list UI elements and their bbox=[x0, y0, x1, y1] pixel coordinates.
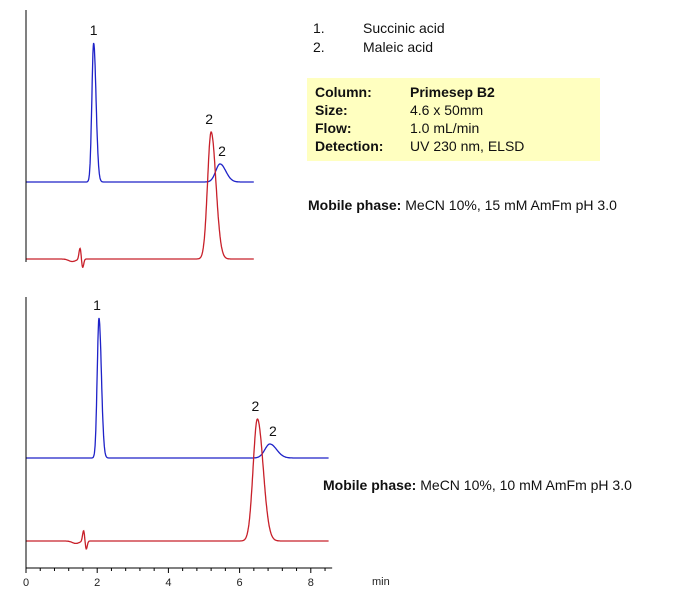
x-tick-label: 2 bbox=[94, 577, 100, 589]
x-tick-label: 8 bbox=[308, 577, 314, 589]
condition-row-flow: Flow: 1.0 mL/min bbox=[315, 119, 600, 137]
condition-label: Flow: bbox=[315, 120, 352, 136]
elsd-trace-bottom bbox=[26, 418, 329, 550]
peak-label: 2 bbox=[252, 398, 260, 414]
condition-value: 4.6 x 50mm bbox=[410, 102, 484, 118]
condition-row-size: Size: 4.6 x 50mm bbox=[315, 101, 600, 119]
peak-label: 1 bbox=[90, 22, 98, 38]
condition-label: Detection: bbox=[315, 138, 384, 154]
compound-legend-item: 2. Maleic acid bbox=[313, 38, 445, 57]
peak-label: 1 bbox=[93, 297, 101, 313]
mobile-phase-value: MeCN 10%, 15 mM AmFm pH 3.0 bbox=[405, 197, 617, 213]
peak-label: 2 bbox=[269, 423, 277, 439]
x-tick-label: 0 bbox=[23, 577, 29, 589]
condition-row-detection: Detection: UV 230 nm, ELSD bbox=[315, 137, 600, 155]
uv-trace-top bbox=[26, 42, 254, 183]
condition-value: 1.0 mL/min bbox=[410, 120, 480, 136]
peak-label: 2 bbox=[218, 143, 226, 159]
condition-label: Column: bbox=[315, 84, 372, 100]
peak-label: 2 bbox=[205, 111, 213, 127]
compound-number: 2. bbox=[313, 39, 325, 55]
mobile-phase-value: MeCN 10%, 10 mM AmFm pH 3.0 bbox=[420, 477, 632, 493]
condition-row-column: Column: Primesep B2 bbox=[315, 83, 600, 101]
elsd-trace-top bbox=[26, 131, 254, 268]
mobile-phase-label: Mobile phase: bbox=[308, 197, 402, 213]
conditions-panel: Column: Primesep B2 Size: 4.6 x 50mm Flo… bbox=[307, 78, 600, 161]
uv-trace-bottom bbox=[26, 317, 329, 459]
condition-value: Primesep B2 bbox=[410, 84, 495, 100]
compound-number: 1. bbox=[313, 20, 325, 36]
x-tick-label: 4 bbox=[165, 577, 171, 589]
condition-value: UV 230 nm, ELSD bbox=[410, 138, 525, 154]
compound-name: Maleic acid bbox=[363, 39, 434, 55]
compound-legend-item: 1. Succinic acid bbox=[313, 19, 445, 38]
x-axis-unit-label: min bbox=[372, 576, 390, 588]
x-tick-label: 6 bbox=[237, 577, 243, 589]
condition-label: Size: bbox=[315, 102, 348, 118]
mobile-phase-bottom: Mobile phase: MeCN 10%, 10 mM AmFm pH 3.… bbox=[323, 477, 632, 493]
mobile-phase-label: Mobile phase: bbox=[323, 477, 417, 493]
mobile-phase-top: Mobile phase: MeCN 10%, 15 mM AmFm pH 3.… bbox=[308, 197, 617, 213]
compound-name: Succinic acid bbox=[363, 20, 445, 36]
compound-legend: 1. Succinic acid 2. Maleic acid bbox=[313, 19, 445, 57]
